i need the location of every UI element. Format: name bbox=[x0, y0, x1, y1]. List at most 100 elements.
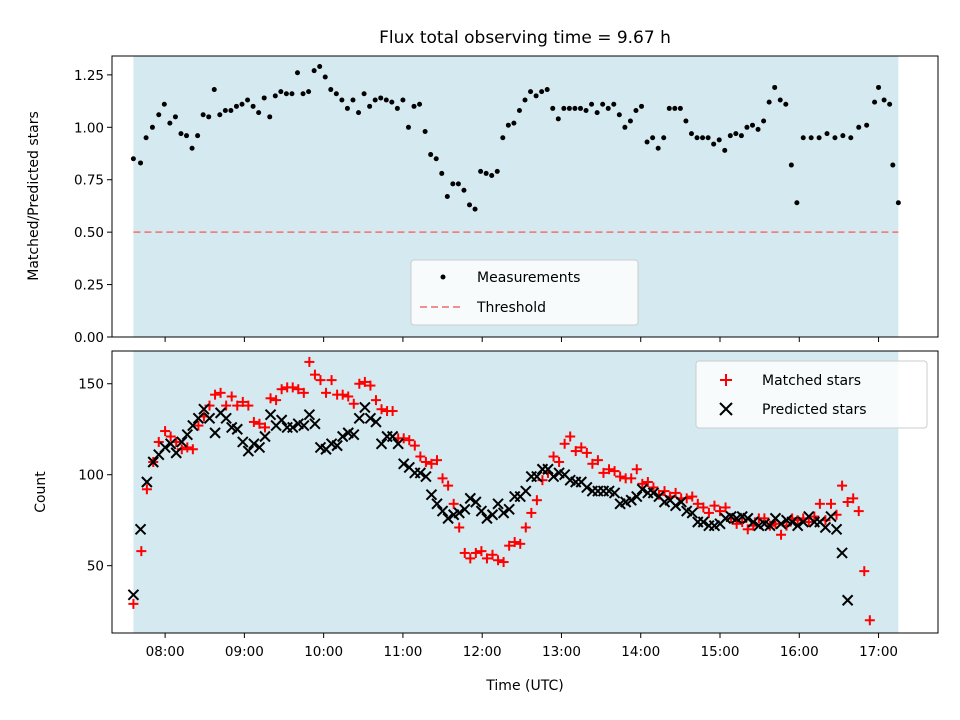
predicted-star-point bbox=[841, 594, 854, 606]
measurement-point bbox=[300, 91, 306, 97]
bottom-legend: Matched stars Predicted stars bbox=[695, 360, 928, 429]
matched-star-point bbox=[631, 464, 642, 475]
measurement-point bbox=[516, 108, 522, 114]
matched-star-point bbox=[842, 497, 853, 508]
measurement-point bbox=[694, 135, 700, 141]
predicted-star-point bbox=[287, 421, 299, 434]
measurement-point bbox=[611, 101, 617, 107]
predicted-star-point bbox=[253, 441, 266, 454]
measurement-point bbox=[783, 101, 789, 107]
predicted-star-point bbox=[164, 438, 177, 450]
matched-star-point bbox=[726, 513, 737, 524]
measurement-point bbox=[577, 105, 583, 111]
x-tick-label: 16:00 bbox=[780, 644, 819, 660]
predicted-star-point bbox=[636, 483, 649, 495]
matched-star-point bbox=[259, 422, 270, 433]
measurement-point bbox=[367, 103, 373, 109]
measurement-point bbox=[211, 87, 217, 93]
predicted-star-point bbox=[459, 503, 471, 515]
measurement-point bbox=[428, 152, 434, 158]
matched-star-point bbox=[370, 395, 381, 406]
matched-star-point bbox=[803, 517, 814, 528]
measurement-point bbox=[383, 97, 389, 103]
measurement-point bbox=[206, 114, 212, 120]
measurement-point bbox=[261, 95, 267, 101]
predicted-star-point bbox=[134, 523, 147, 536]
predicted-star-point bbox=[375, 438, 388, 450]
predicted-star-point bbox=[203, 412, 216, 425]
matched-star-point bbox=[265, 393, 276, 404]
measurement-point bbox=[800, 135, 806, 141]
matched-star-point bbox=[476, 546, 487, 557]
measurement-point bbox=[156, 112, 162, 118]
predicted-star-point bbox=[192, 412, 205, 425]
measurement-point bbox=[294, 70, 300, 76]
measurement-point bbox=[178, 131, 184, 137]
top-y-tick-label: 0.25 bbox=[74, 278, 104, 294]
measurement-point bbox=[616, 112, 622, 118]
predicted-star-point bbox=[442, 512, 454, 525]
measurement-point bbox=[478, 168, 484, 174]
measurement-point bbox=[328, 87, 334, 93]
predicted-star-point bbox=[170, 447, 182, 459]
measurement-point bbox=[824, 131, 830, 137]
matched-star-point bbox=[204, 400, 215, 411]
predicted-star-point bbox=[420, 470, 432, 483]
measurement-point bbox=[311, 68, 317, 74]
measurement-point bbox=[600, 101, 606, 107]
matched-star-point bbox=[531, 495, 542, 506]
measurement-point bbox=[130, 156, 136, 162]
predicted-star-point bbox=[581, 481, 593, 494]
measurement-point bbox=[167, 120, 173, 126]
matched-star-point bbox=[443, 480, 454, 491]
predicted-star-point bbox=[198, 403, 210, 415]
matched-star-point bbox=[742, 524, 753, 535]
bottom-legend-box bbox=[695, 360, 928, 429]
matched-star-point bbox=[304, 356, 315, 367]
measurement-point bbox=[394, 105, 400, 111]
matched-star-point bbox=[537, 475, 548, 486]
measurement-point bbox=[890, 162, 896, 168]
measurement-point bbox=[872, 99, 878, 105]
predicted-star-point bbox=[497, 507, 510, 519]
matched-star-point bbox=[576, 442, 587, 453]
measurement-point bbox=[143, 135, 149, 141]
predicted-star-point bbox=[431, 498, 443, 510]
measurement-point bbox=[339, 97, 345, 103]
matched-star-point bbox=[493, 555, 504, 566]
matched-star-point bbox=[709, 500, 720, 511]
matched-star-point bbox=[376, 404, 387, 415]
measurement-point bbox=[722, 147, 728, 153]
measurement-point bbox=[639, 103, 645, 109]
measurement-point bbox=[555, 116, 561, 122]
measurement-point bbox=[500, 135, 506, 141]
top-legend: Measurements Threshold bbox=[410, 259, 639, 326]
measurement-point bbox=[267, 114, 273, 120]
matched-star-point bbox=[404, 435, 415, 446]
predicted-star-point bbox=[231, 423, 243, 435]
matched-star-point bbox=[141, 484, 152, 495]
measurement-point bbox=[405, 124, 411, 130]
matched-star-point bbox=[859, 566, 870, 577]
measurement-point bbox=[705, 135, 711, 141]
matched-star-point bbox=[465, 553, 476, 564]
matched-star-point bbox=[853, 506, 864, 517]
measurement-point bbox=[777, 97, 783, 103]
top-legend-box bbox=[410, 259, 639, 326]
predicted-star-point bbox=[359, 401, 371, 414]
measurement-point bbox=[566, 105, 572, 111]
matched-star-point bbox=[348, 398, 359, 409]
legend-measurements-label: Measurements bbox=[477, 270, 580, 286]
measurement-point bbox=[483, 170, 489, 176]
matched-star-point bbox=[254, 418, 265, 429]
matched-star-point bbox=[692, 498, 703, 509]
matched-star-point bbox=[498, 557, 509, 568]
measurement-point bbox=[655, 145, 661, 151]
predicted-star-point bbox=[742, 512, 754, 525]
measurement-point bbox=[433, 156, 439, 162]
legend-measurements-marker bbox=[440, 274, 446, 280]
matched-star-point bbox=[565, 431, 576, 442]
bottom-panel: 50 100 150 08:00 09:00 10:00 11:00 12:00 13:00 14… bbox=[33, 350, 939, 694]
predicted-star-point bbox=[127, 589, 140, 601]
predicted-star-point bbox=[242, 445, 255, 457]
